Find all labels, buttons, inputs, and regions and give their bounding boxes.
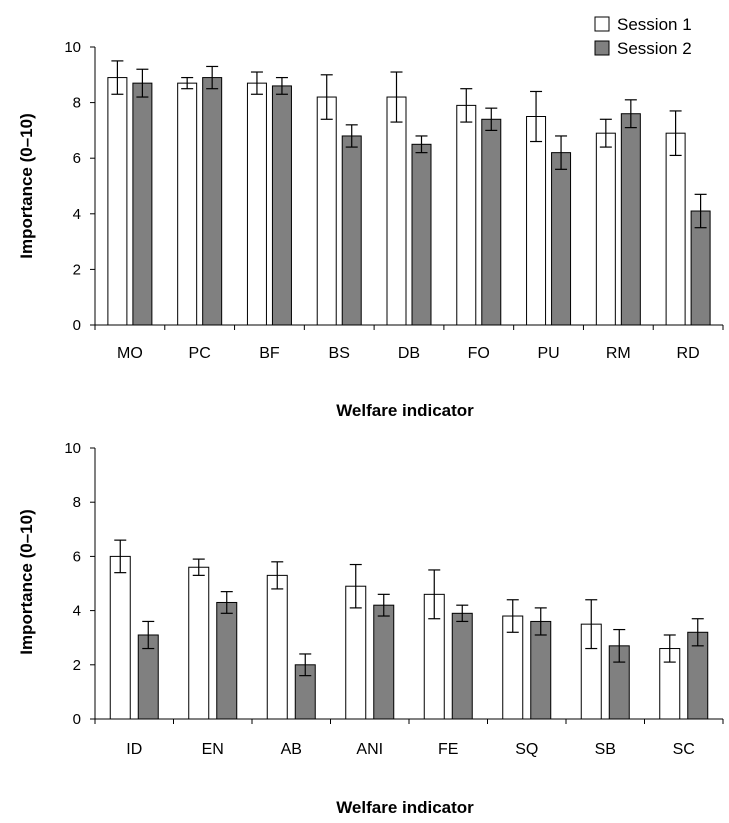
chart-top: Importance (0–10) Welfare indicator 0 2 4 6… <box>17 39 724 420</box>
legend-label-session-2: Session 2 <box>617 39 692 58</box>
x-tick-label-bs: BS <box>329 345 350 362</box>
x-tick-label-sc: SC <box>673 741 695 758</box>
bar-mo-session-1 <box>107 77 128 326</box>
x-axis-title: Welfare indicator <box>336 798 474 817</box>
bar-ani-session-2 <box>373 604 395 720</box>
x-tick-label-ab: AB <box>281 741 302 758</box>
y-tick-label: 2 <box>73 657 81 674</box>
x-tick-label-mo: MO <box>117 345 143 362</box>
bar-pu-session-1 <box>526 116 547 326</box>
x-tick-label-rm: RM <box>606 345 631 362</box>
plot-area: 0 2 4 6 8 10 MO PC BF BS DB FO PU RM RD <box>64 39 724 362</box>
bar-bf-session-1 <box>246 82 267 326</box>
bar-rd-session-1 <box>665 132 686 326</box>
x-tick-label-sb: SB <box>595 741 616 758</box>
bar-db-session-1 <box>386 96 407 326</box>
y-tick-label: 8 <box>73 95 81 112</box>
plot-area: 0 2 4 6 8 10 ID EN AB ANI FE SQ SB SC <box>64 440 724 758</box>
chart-bottom: Importance (0–10) Welfare indicator 0 2 4 6… <box>17 440 724 817</box>
bar-pu-session-2 <box>551 152 572 326</box>
bar-fe-session-2 <box>451 612 473 720</box>
y-tick-label: 10 <box>64 440 81 457</box>
bar-pc-session-2 <box>202 77 223 326</box>
legend-swatch-session-1 <box>594 16 610 32</box>
x-tick-label-en: EN <box>202 741 224 758</box>
x-tick-label-fe: FE <box>438 741 458 758</box>
bar-ab-session-1 <box>266 574 288 720</box>
y-tick-label: 0 <box>73 317 81 334</box>
y-tick-label: 2 <box>73 261 81 278</box>
x-tick-label-id: ID <box>126 741 142 758</box>
bar-sq-session-2 <box>530 620 552 720</box>
y-tick-label: 4 <box>73 206 81 223</box>
bar-bf-session-2 <box>271 85 292 326</box>
bar-bs-session-2 <box>341 135 362 326</box>
x-axis-title: Welfare indicator <box>336 401 474 420</box>
x-tick-label-bf: BF <box>259 345 280 362</box>
y-tick-label: 6 <box>73 150 81 167</box>
x-tick-label-db: DB <box>398 345 420 362</box>
bar-pc-session-1 <box>177 82 198 326</box>
y-tick-label: 10 <box>64 39 81 56</box>
y-tick-label: 6 <box>73 548 81 565</box>
legend-label-session-1: Session 1 <box>617 15 692 34</box>
bar-bs-session-1 <box>316 96 337 326</box>
x-tick-label-rd: RD <box>677 345 700 362</box>
y-tick-label: 4 <box>73 603 81 620</box>
x-tick-label-ani: ANI <box>356 741 383 758</box>
y-axis-title: Importance (0–10) <box>17 113 36 259</box>
bar-en-session-2 <box>216 601 238 720</box>
x-tick-label-pc: PC <box>189 345 211 362</box>
bar-mo-session-2 <box>132 82 153 326</box>
y-tick-label: 0 <box>73 711 81 728</box>
y-tick-label: 8 <box>73 494 81 511</box>
legend-swatch-session-2 <box>594 40 610 56</box>
x-tick-label-sq: SQ <box>515 741 538 758</box>
bar-fo-session-1 <box>456 104 477 326</box>
bar-en-session-1 <box>188 566 210 720</box>
x-tick-label-fo: FO <box>468 345 490 362</box>
bar-db-session-2 <box>411 143 432 326</box>
legend: Session 1 Session 2 <box>594 15 692 58</box>
bar-id-session-1 <box>109 555 131 720</box>
x-tick-label-pu: PU <box>537 345 559 362</box>
bar-fo-session-2 <box>481 118 502 326</box>
bar-rm-session-2 <box>620 113 641 326</box>
y-axis-title: Importance (0–10) <box>17 509 36 655</box>
bar-rm-session-1 <box>595 132 616 326</box>
